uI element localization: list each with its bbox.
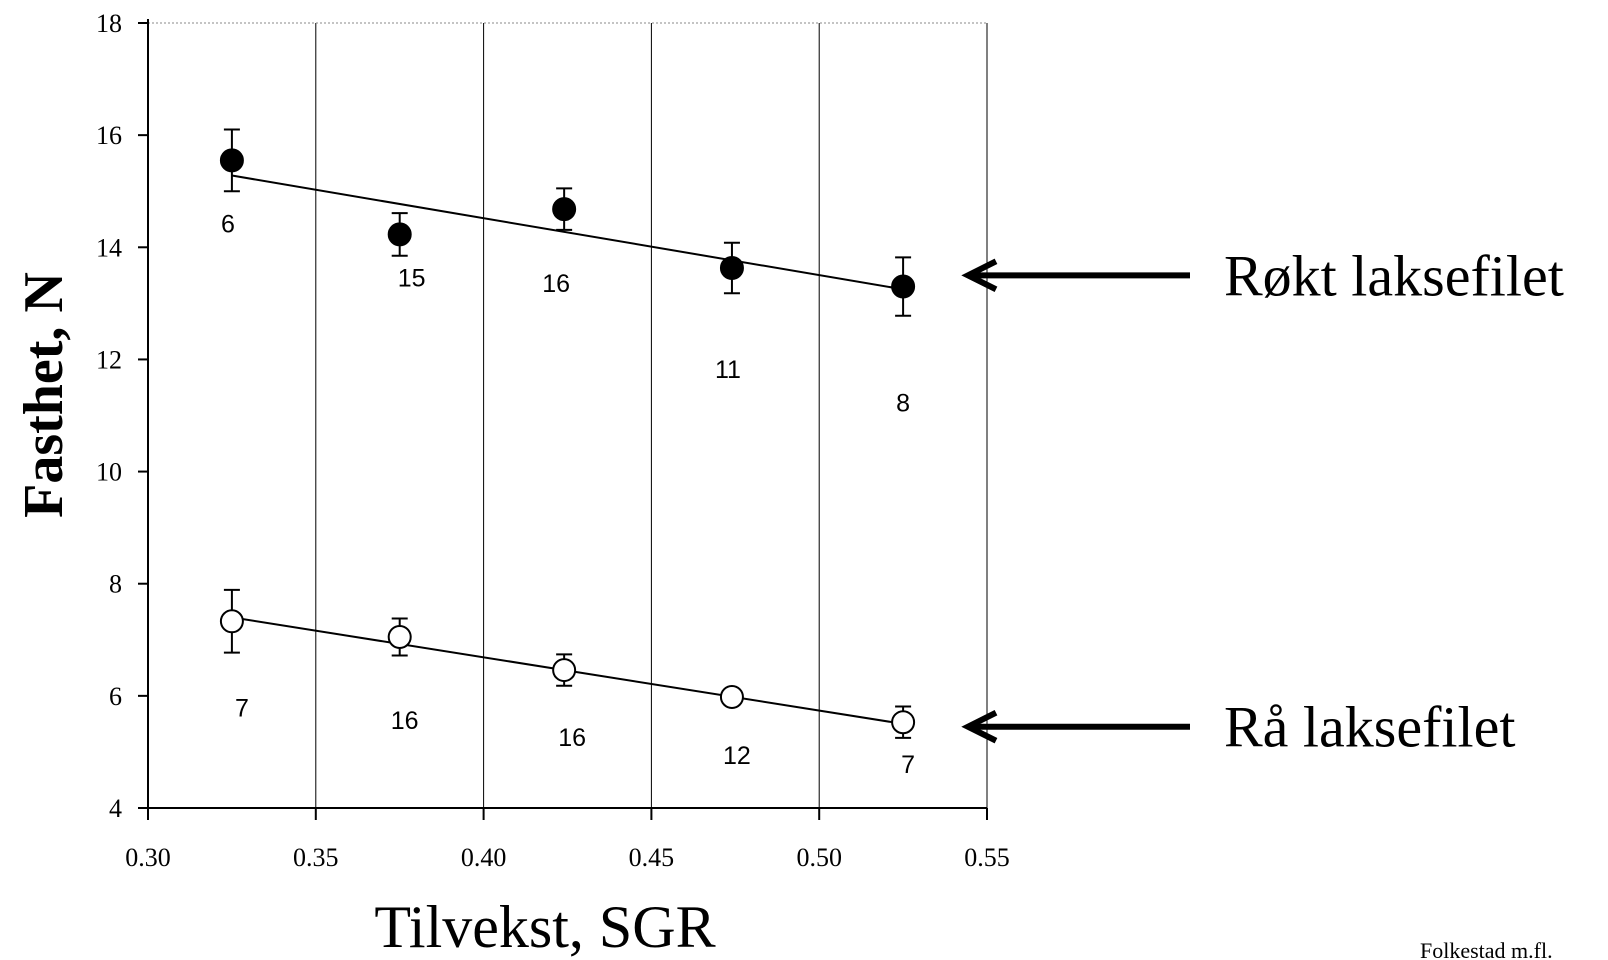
y-tick-label: 16 <box>96 121 122 150</box>
x-tick-label: 0.30 <box>125 843 171 872</box>
data-point <box>389 223 411 245</box>
x-tick-label: 0.35 <box>293 843 339 872</box>
y-tick-label: 14 <box>96 233 122 262</box>
labels: Røkt laksefilet Rå laksefilet <box>968 243 1564 759</box>
data-point <box>553 198 575 220</box>
sample-size-label: 12 <box>723 742 751 770</box>
data-point <box>892 276 914 298</box>
y-axis-title: Fasthet, N <box>13 272 75 518</box>
x-tick-label: 0.55 <box>964 843 1010 872</box>
sample-size-label: 11 <box>715 356 741 384</box>
series: 6 15 16 11 8 7 16 16 12 7 <box>221 130 915 780</box>
sample-size-label: 7 <box>901 751 915 779</box>
sample-size-label: 16 <box>558 724 586 752</box>
data-point <box>221 610 243 632</box>
sample-size-label: 16 <box>542 270 570 298</box>
sample-size-label: 8 <box>896 390 910 418</box>
credit-text: Folkestad m.fl. <box>1420 938 1553 960</box>
axes <box>148 19 987 808</box>
data-point <box>892 711 914 733</box>
data-point <box>721 686 743 708</box>
ticks: 4 6 8 10 12 14 16 18 0.30 0.35 0.40 0.45 0.50 0.55 <box>96 9 1010 872</box>
y-tick-label: 18 <box>96 9 122 38</box>
x-tick-label: 0.40 <box>461 843 507 872</box>
y-tick-label: 10 <box>96 458 122 487</box>
x-axis-title: Tilvekst, SGR <box>374 894 715 960</box>
data-point <box>721 257 743 279</box>
series-label: Rå laksefilet <box>1224 695 1516 760</box>
data-point <box>389 626 411 648</box>
x-tick-label: 0.45 <box>629 843 675 872</box>
y-tick-label: 6 <box>109 682 122 711</box>
series-0: 6 15 16 11 8 <box>221 130 914 418</box>
y-tick-label: 4 <box>109 794 122 823</box>
y-tick-label: 8 <box>109 570 122 599</box>
sample-size-label: 6 <box>221 210 235 238</box>
grid <box>148 23 987 808</box>
series-label: Røkt laksefilet <box>1224 243 1564 308</box>
sample-size-label: 7 <box>235 694 249 722</box>
x-tick-label: 0.50 <box>796 843 842 872</box>
series-1: 7 16 16 12 7 <box>221 590 915 779</box>
data-point <box>221 149 243 171</box>
sample-size-label: 15 <box>398 264 426 292</box>
y-tick-label: 12 <box>96 345 122 374</box>
sample-size-label: 16 <box>391 707 419 735</box>
data-point <box>553 659 575 681</box>
